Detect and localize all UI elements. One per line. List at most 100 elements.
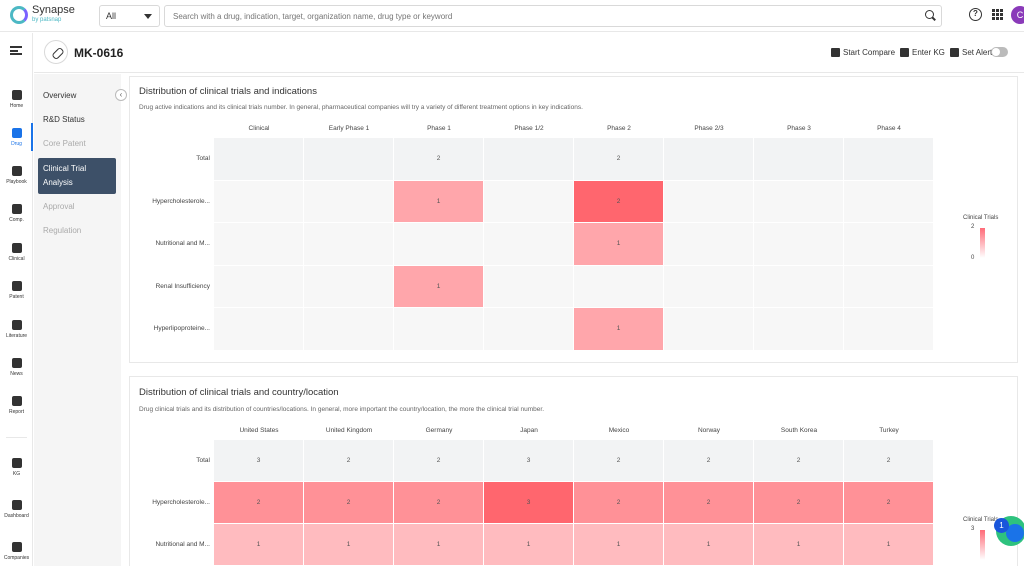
countries-desc: Drug clinical trials and its distributio… xyxy=(139,406,544,413)
heatmap-cell[interactable]: 3 xyxy=(214,440,303,481)
heatmap-cell[interactable] xyxy=(664,181,753,223)
rail-item-playbook[interactable]: Playbook xyxy=(0,166,33,185)
heatmap-cell[interactable]: 2 xyxy=(574,138,663,180)
heatmap-cell[interactable] xyxy=(394,308,483,350)
heatmap-cell[interactable]: 3 xyxy=(484,440,573,481)
heatmap-cell[interactable]: 1 xyxy=(574,308,663,350)
heatmap-cell[interactable] xyxy=(844,138,933,180)
search-icon[interactable] xyxy=(925,10,934,19)
heatmap-cell[interactable]: 2 xyxy=(664,482,753,523)
heatmap-cell[interactable] xyxy=(844,308,933,350)
heatmap-cell[interactable] xyxy=(214,181,303,223)
rail-item-kg[interactable]: KG xyxy=(0,458,33,477)
heatmap-cell[interactable] xyxy=(754,308,843,350)
heatmap-cell[interactable]: 1 xyxy=(394,524,483,565)
heatmap-cell[interactable]: 1 xyxy=(574,524,663,565)
heatmap-cell[interactable]: 2 xyxy=(574,482,663,523)
search-input[interactable] xyxy=(164,5,942,27)
rail-item-literature[interactable]: Literature xyxy=(0,320,33,339)
subnav-clinical-trial-analysis[interactable]: Clinical Trial Analysis xyxy=(38,158,116,194)
heatmap-cell[interactable] xyxy=(754,138,843,180)
heatmap-cell[interactable] xyxy=(754,266,843,308)
heatmap-cell[interactable] xyxy=(664,223,753,265)
alert-toggle[interactable] xyxy=(991,47,1008,57)
heatmap-cell[interactable] xyxy=(214,266,303,308)
heatmap-cell[interactable]: 1 xyxy=(214,524,303,565)
enter-kg-button[interactable]: Enter KG xyxy=(900,48,945,57)
heatmap-cell[interactable] xyxy=(394,223,483,265)
heatmap-cell[interactable]: 2 xyxy=(754,440,843,481)
heatmap-cell[interactable]: 2 xyxy=(304,440,393,481)
rail-item-home[interactable]: Home xyxy=(0,90,33,109)
rail-item-news[interactable]: News xyxy=(0,358,33,377)
heatmap-cell[interactable] xyxy=(574,266,663,308)
heatmap-cell[interactable]: 2 xyxy=(394,138,483,180)
heatmap-cell[interactable] xyxy=(484,138,573,180)
heatmap-cell[interactable]: 1 xyxy=(574,223,663,265)
companies-icon xyxy=(12,542,22,552)
collapse-subnav-button[interactable]: ‹ xyxy=(115,89,127,101)
rail-item-patent[interactable]: Patent xyxy=(0,281,33,300)
heatmap-cell[interactable]: 2 xyxy=(844,482,933,523)
subnav-core-patent[interactable]: Core Patent xyxy=(34,139,121,148)
heatmap-cell[interactable] xyxy=(484,308,573,350)
heatmap-cell[interactable] xyxy=(304,308,393,350)
heatmap-cell[interactable] xyxy=(214,223,303,265)
heatmap-cell[interactable] xyxy=(754,223,843,265)
apps-grid-icon[interactable] xyxy=(992,9,1003,20)
heatmap-cell[interactable] xyxy=(844,266,933,308)
column-header: Clinical xyxy=(214,125,304,132)
avatar[interactable]: C xyxy=(1011,6,1024,24)
heatmap-cell[interactable] xyxy=(304,138,393,180)
heatmap-cell[interactable] xyxy=(754,181,843,223)
heatmap-cell[interactable]: 1 xyxy=(844,524,933,565)
heatmap-cell[interactable] xyxy=(844,181,933,223)
heatmap-cell[interactable]: 3 xyxy=(484,482,573,523)
menu-toggle-icon[interactable] xyxy=(10,46,22,55)
heatmap-cell[interactable]: 1 xyxy=(304,524,393,565)
help-icon[interactable]: ? xyxy=(969,8,982,21)
rail-item-companies[interactable]: Companies xyxy=(0,542,33,561)
heatmap-cell[interactable]: 1 xyxy=(754,524,843,565)
heatmap-cell[interactable]: 2 xyxy=(394,482,483,523)
heatmap-cell[interactable]: 2 xyxy=(574,181,663,223)
heatmap-cell[interactable] xyxy=(304,266,393,308)
heatmap-cell[interactable] xyxy=(484,266,573,308)
heatmap-cell[interactable] xyxy=(304,181,393,223)
heatmap-cell[interactable] xyxy=(664,266,753,308)
start-compare-button[interactable]: Start Compare xyxy=(831,48,895,57)
rail-item-drug[interactable]: Drug xyxy=(0,128,33,147)
subnav-approval[interactable]: Approval xyxy=(34,202,121,211)
subnav-overview[interactable]: Overview xyxy=(34,91,121,100)
column-header: Norway xyxy=(664,427,754,434)
indications-card: Distribution of clinical trials and indi… xyxy=(129,76,1018,363)
rail-item-report[interactable]: Report xyxy=(0,396,33,415)
set-alert-button[interactable]: Set Alert xyxy=(950,48,992,57)
heatmap-cell[interactable] xyxy=(484,181,573,223)
heatmap-cell[interactable] xyxy=(214,138,303,180)
rail-item-dashboard[interactable]: Dashboard xyxy=(0,500,33,519)
heatmap-cell[interactable]: 1 xyxy=(664,524,753,565)
heatmap-cell[interactable]: 2 xyxy=(394,440,483,481)
heatmap-cell[interactable] xyxy=(844,223,933,265)
rail-item-clinical[interactable]: Clinical xyxy=(0,243,33,262)
heatmap-cell[interactable]: 1 xyxy=(394,181,483,223)
heatmap-cell[interactable] xyxy=(664,138,753,180)
heatmap-cell[interactable] xyxy=(304,223,393,265)
rail-item-comp[interactable]: Comp. xyxy=(0,204,33,223)
heatmap-cell[interactable]: 2 xyxy=(304,482,393,523)
heatmap-cell[interactable]: 2 xyxy=(664,440,753,481)
search-scope-select[interactable]: All xyxy=(99,5,160,27)
heatmap-cell[interactable]: 2 xyxy=(574,440,663,481)
heatmap-cell[interactable]: 2 xyxy=(214,482,303,523)
heatmap-cell[interactable] xyxy=(214,308,303,350)
heatmap-cell[interactable] xyxy=(484,223,573,265)
heatmap-cell[interactable]: 1 xyxy=(484,524,573,565)
heatmap-cell[interactable]: 1 xyxy=(394,266,483,308)
heatmap-cell[interactable]: 2 xyxy=(844,440,933,481)
heatmap-cell[interactable]: 2 xyxy=(754,482,843,523)
heatmap-cell[interactable] xyxy=(664,308,753,350)
subnav-rd-status[interactable]: R&D Status xyxy=(34,115,121,124)
synapse-logo[interactable]: Synapse by patsnap xyxy=(10,5,75,25)
subnav-regulation[interactable]: Regulation xyxy=(34,226,121,235)
